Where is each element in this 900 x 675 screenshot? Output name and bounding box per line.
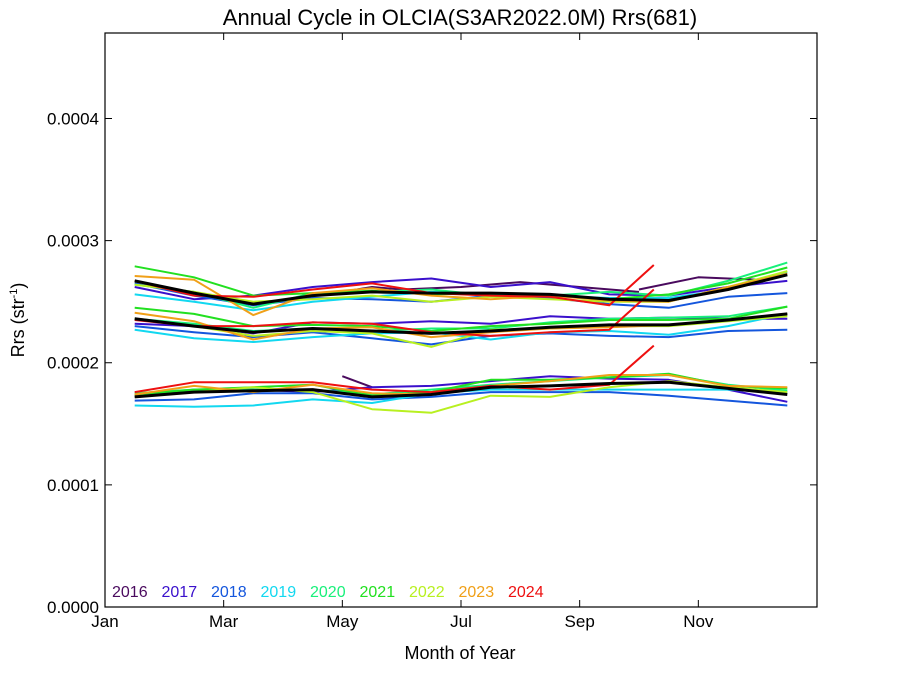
legend: 2016 2017 2018 2019 2020 2021 2022 2023 2024 [112, 584, 544, 601]
chart-title: Annual Cycle in OLCIA(S3AR2022.0M) Rrs(6… [223, 5, 697, 30]
y-tick-label-3: 0.0003 [47, 232, 99, 251]
series-2016 [341, 276, 758, 389]
legend-item-2023: 2023 [459, 584, 495, 601]
y-axis: 0.0000 0.0001 0.0002 0.0003 0.0004 [47, 109, 817, 617]
y-tick-label-0: 0.0000 [47, 598, 99, 617]
series-2016-line-0 [341, 375, 373, 389]
series-2024-line-2 [134, 344, 655, 394]
legend-item-2022: 2022 [409, 584, 445, 601]
series-2016-line-2 [638, 276, 758, 291]
legend-item-2021: 2021 [360, 584, 396, 601]
x-axis-label: Month of Year [404, 643, 515, 663]
series-2024-line-0 [134, 264, 655, 307]
legend-item-2016: 2016 [112, 584, 148, 601]
mean-series-line-1 [134, 312, 788, 335]
series-2019-line-1 [134, 312, 788, 343]
y-tick-label-2: 0.0002 [47, 354, 99, 373]
y-axis-label-close: ) [8, 283, 28, 289]
mean-series-line-2 [134, 380, 788, 399]
y-axis-label-main: Rrs (str [8, 298, 28, 357]
x-tick-label-0: Jan [91, 612, 118, 631]
legend-item-2024: 2024 [508, 584, 544, 601]
x-tick-label-4: Sep [565, 612, 595, 631]
legend-item-2020: 2020 [310, 584, 346, 601]
y-tick-label-1: 0.0001 [47, 476, 99, 495]
y-axis-label-sup: -1 [8, 289, 20, 299]
series-2024-line-1 [134, 288, 655, 337]
series-2024 [134, 264, 655, 394]
x-tick-label-1: Mar [209, 612, 239, 631]
y-tick-label-4: 0.0004 [47, 109, 99, 128]
x-tick-label-3: Jul [450, 612, 472, 631]
legend-item-2018: 2018 [211, 584, 247, 601]
series-2018-line-2 [134, 391, 788, 407]
legend-item-2017: 2017 [162, 584, 198, 601]
mean-series-line-0 [134, 273, 788, 306]
mean-layer [134, 273, 788, 399]
legend-item-2019: 2019 [261, 584, 297, 601]
x-tick-label-2: May [326, 612, 359, 631]
x-tick-label-5: Nov [683, 612, 714, 631]
series-2016-line-1 [342, 281, 640, 293]
series-2021-line-1 [134, 305, 788, 332]
y-axis-label: Rrs (str-1) [8, 283, 28, 358]
x-axis: Jan Mar May Jul Sep Nov [91, 33, 714, 631]
